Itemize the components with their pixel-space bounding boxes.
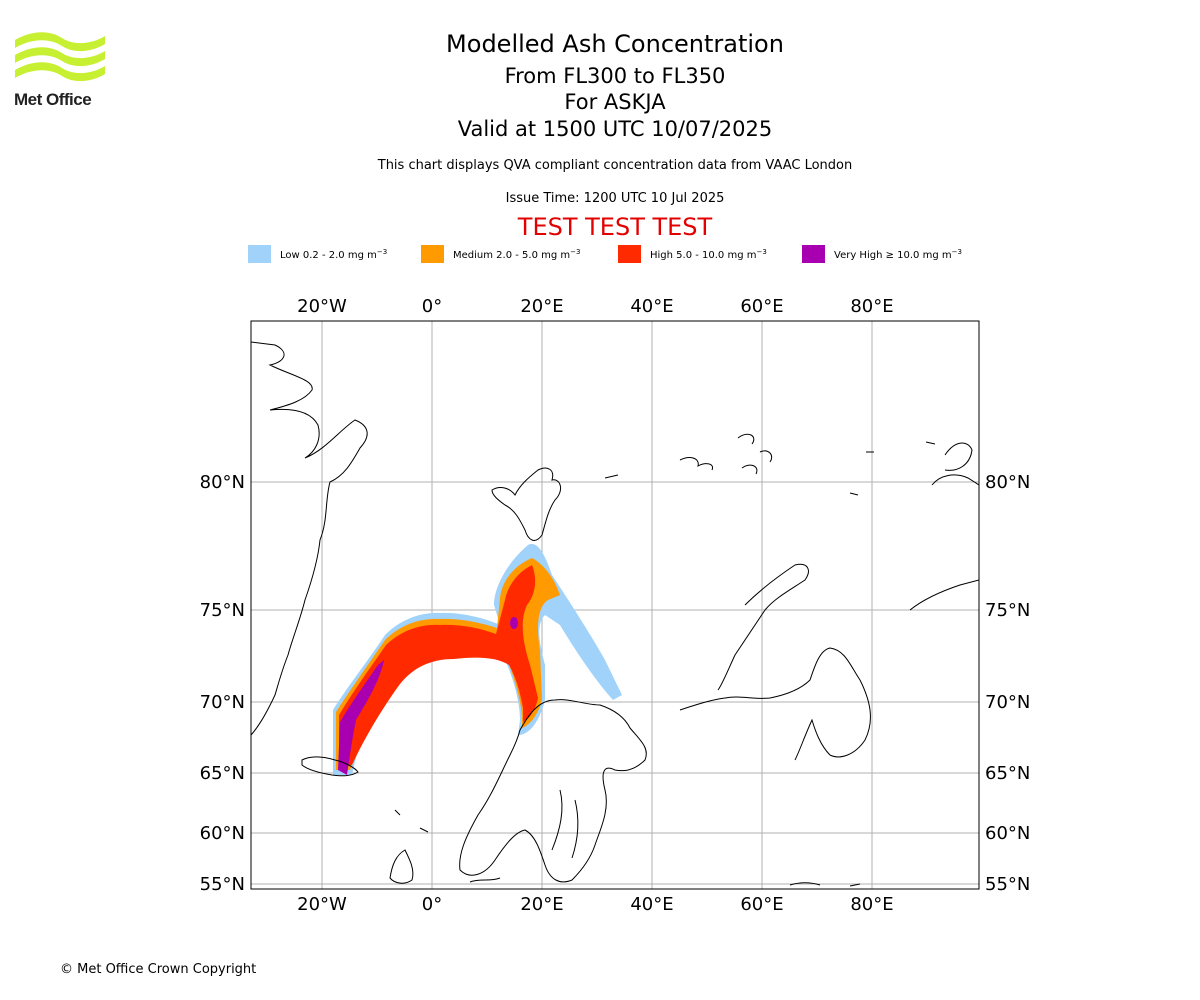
- lon-tick-bottom: 20°W: [297, 894, 347, 915]
- legend-label-low: Low 0.2 - 2.0 mg m−3: [280, 247, 388, 261]
- legend-item-low: Low 0.2 - 2.0 mg m−3: [248, 244, 387, 264]
- legend-item-medium: Medium 2.0 - 5.0 mg m−3: [421, 244, 580, 264]
- ash-plume-low: [333, 544, 622, 775]
- lon-ticks-top: 20°W 0° 20°E 40°E 60°E 80°E: [297, 296, 893, 317]
- legend-label-high: High 5.0 - 10.0 mg m−3: [650, 247, 767, 261]
- lat-ticks-left: 80°N 75°N 70°N 65°N 60°N 55°N: [200, 472, 245, 895]
- map-gridlines: [251, 321, 979, 889]
- volcano-name: For ASKJA: [564, 90, 666, 114]
- lat-tick-right: 75°N: [985, 600, 1030, 621]
- valid-time: Valid at 1500 UTC 10/07/2025: [457, 117, 773, 141]
- lon-tick-top: 60°E: [740, 296, 783, 317]
- lon-tick-bottom: 40°E: [630, 894, 673, 915]
- legend-label-medium: Medium 2.0 - 5.0 mg m−3: [453, 247, 581, 261]
- lat-tick-left: 55°N: [200, 874, 245, 895]
- ash-plume-very-high: [338, 660, 384, 775]
- flight-level-range: From FL300 to FL350: [504, 64, 726, 88]
- lat-tick-left: 80°N: [200, 472, 245, 493]
- lat-tick-left: 65°N: [200, 763, 245, 784]
- met-office-logo-icon: [15, 32, 105, 82]
- lat-tick-right: 65°N: [985, 763, 1030, 784]
- legend-swatch-very-high: [802, 245, 825, 263]
- legend-item-high: High 5.0 - 10.0 mg m−3: [618, 244, 767, 264]
- map-frame: [250, 320, 980, 890]
- lon-tick-top: 40°E: [630, 296, 673, 317]
- legend-swatch-medium: [421, 245, 444, 263]
- legend-swatch-low: [248, 245, 271, 263]
- legend-label-very-high: Very High ≥ 10.0 mg m−3: [834, 247, 962, 261]
- lat-tick-left: 70°N: [200, 692, 245, 713]
- lon-tick-top: 80°E: [850, 296, 893, 317]
- lon-tick-bottom: 0°: [422, 894, 442, 915]
- lat-tick-left: 60°N: [200, 823, 245, 844]
- coastlines: [251, 341, 979, 887]
- lat-tick-right: 60°N: [985, 823, 1030, 844]
- lat-ticks-right: 80°N 75°N 70°N 65°N 60°N 55°N: [985, 472, 1030, 895]
- lon-ticks-bottom: 20°W 0° 20°E 40°E 60°E 80°E: [297, 894, 893, 915]
- issue-time: Issue Time: 1200 UTC 10 Jul 2025: [505, 191, 725, 206]
- copyright: © Met Office Crown Copyright: [60, 962, 257, 977]
- lat-tick-left: 75°N: [200, 600, 245, 621]
- lat-tick-right: 80°N: [985, 472, 1030, 493]
- legend-item-very-high: Very High ≥ 10.0 mg m−3: [802, 244, 962, 264]
- lon-tick-top: 20°W: [297, 296, 347, 317]
- lon-tick-top: 20°E: [520, 296, 563, 317]
- ash-plume-very-high-spot: [510, 617, 518, 629]
- logo-text: Met Office: [14, 90, 92, 109]
- lat-tick-right: 70°N: [985, 692, 1030, 713]
- lon-tick-top: 0°: [422, 296, 442, 317]
- chart-title: Modelled Ash Concentration: [446, 30, 784, 58]
- qva-note: This chart displays QVA compliant concen…: [377, 158, 853, 173]
- lon-tick-bottom: 80°E: [850, 894, 893, 915]
- lat-tick-right: 55°N: [985, 874, 1030, 895]
- test-banner: TEST TEST TEST: [517, 213, 713, 241]
- lon-tick-bottom: 60°E: [740, 894, 783, 915]
- legend-swatch-high: [618, 245, 641, 263]
- lon-tick-bottom: 20°E: [520, 894, 563, 915]
